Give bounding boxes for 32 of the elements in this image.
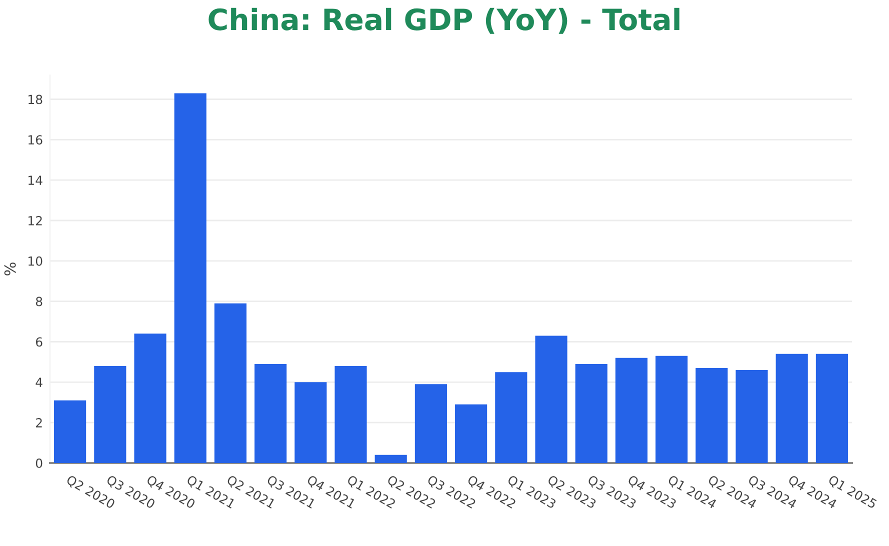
bar: [776, 354, 808, 463]
y-tick-label: 10: [28, 256, 42, 266]
y-tick-label: 6: [36, 337, 42, 347]
bar: [816, 354, 848, 463]
y-tick-label: 14: [28, 176, 42, 185]
bar: [656, 356, 688, 463]
y-tick-label: 16: [28, 135, 42, 145]
bar: [575, 364, 608, 463]
bar: [54, 400, 86, 463]
y-tick-label: 12: [28, 216, 42, 226]
bar: [374, 454, 407, 463]
bar: [535, 336, 568, 463]
y-tick-label: 18: [28, 94, 42, 104]
bar: [134, 334, 166, 463]
bar: [736, 370, 768, 463]
bar: [254, 364, 287, 463]
bar: [294, 382, 327, 463]
bar: [455, 404, 488, 463]
y-axis-title: %: [4, 262, 16, 276]
bar: [495, 372, 528, 463]
bar: [334, 366, 367, 463]
bar: [214, 303, 246, 463]
y-tick-label: 2: [36, 418, 42, 428]
y-tick-label: 0: [36, 458, 42, 468]
bar: [94, 366, 126, 463]
bar: [615, 358, 648, 463]
bar: [696, 368, 728, 463]
bar: [174, 93, 206, 463]
y-tick-label: 4: [36, 378, 42, 387]
bar: [414, 384, 447, 463]
y-tick-label: 8: [36, 296, 42, 306]
chart-title: China: Real GDP (YoY) - Total: [208, 8, 680, 34]
